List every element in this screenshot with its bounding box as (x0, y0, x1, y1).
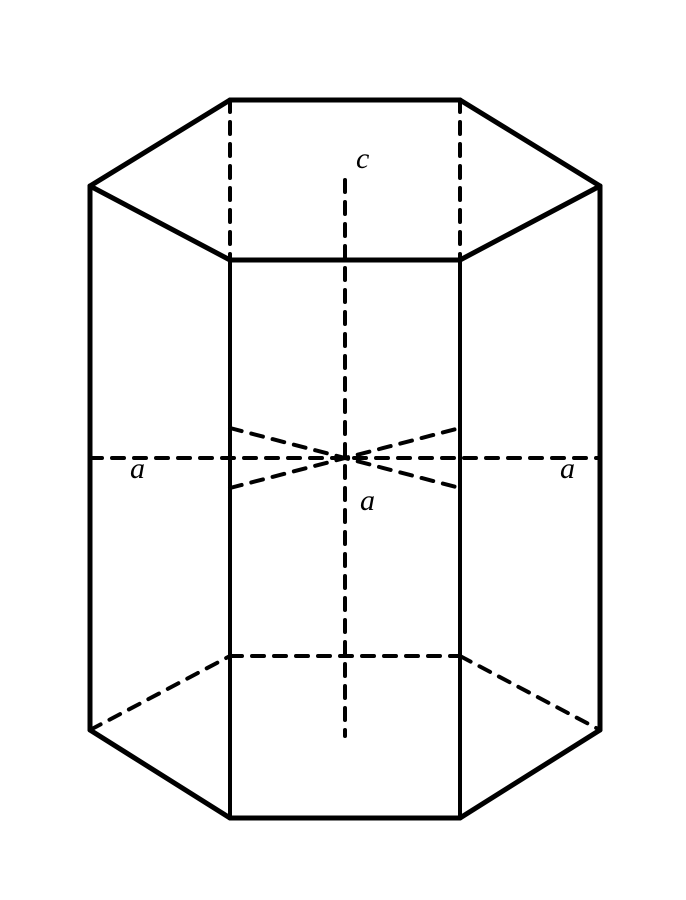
axis-label: c (356, 142, 369, 175)
axis-label: a (130, 452, 145, 485)
axis-label: a (360, 484, 375, 517)
hexagonal-prism-diagram: c a a a (0, 0, 686, 900)
axis-label: a (560, 452, 575, 485)
